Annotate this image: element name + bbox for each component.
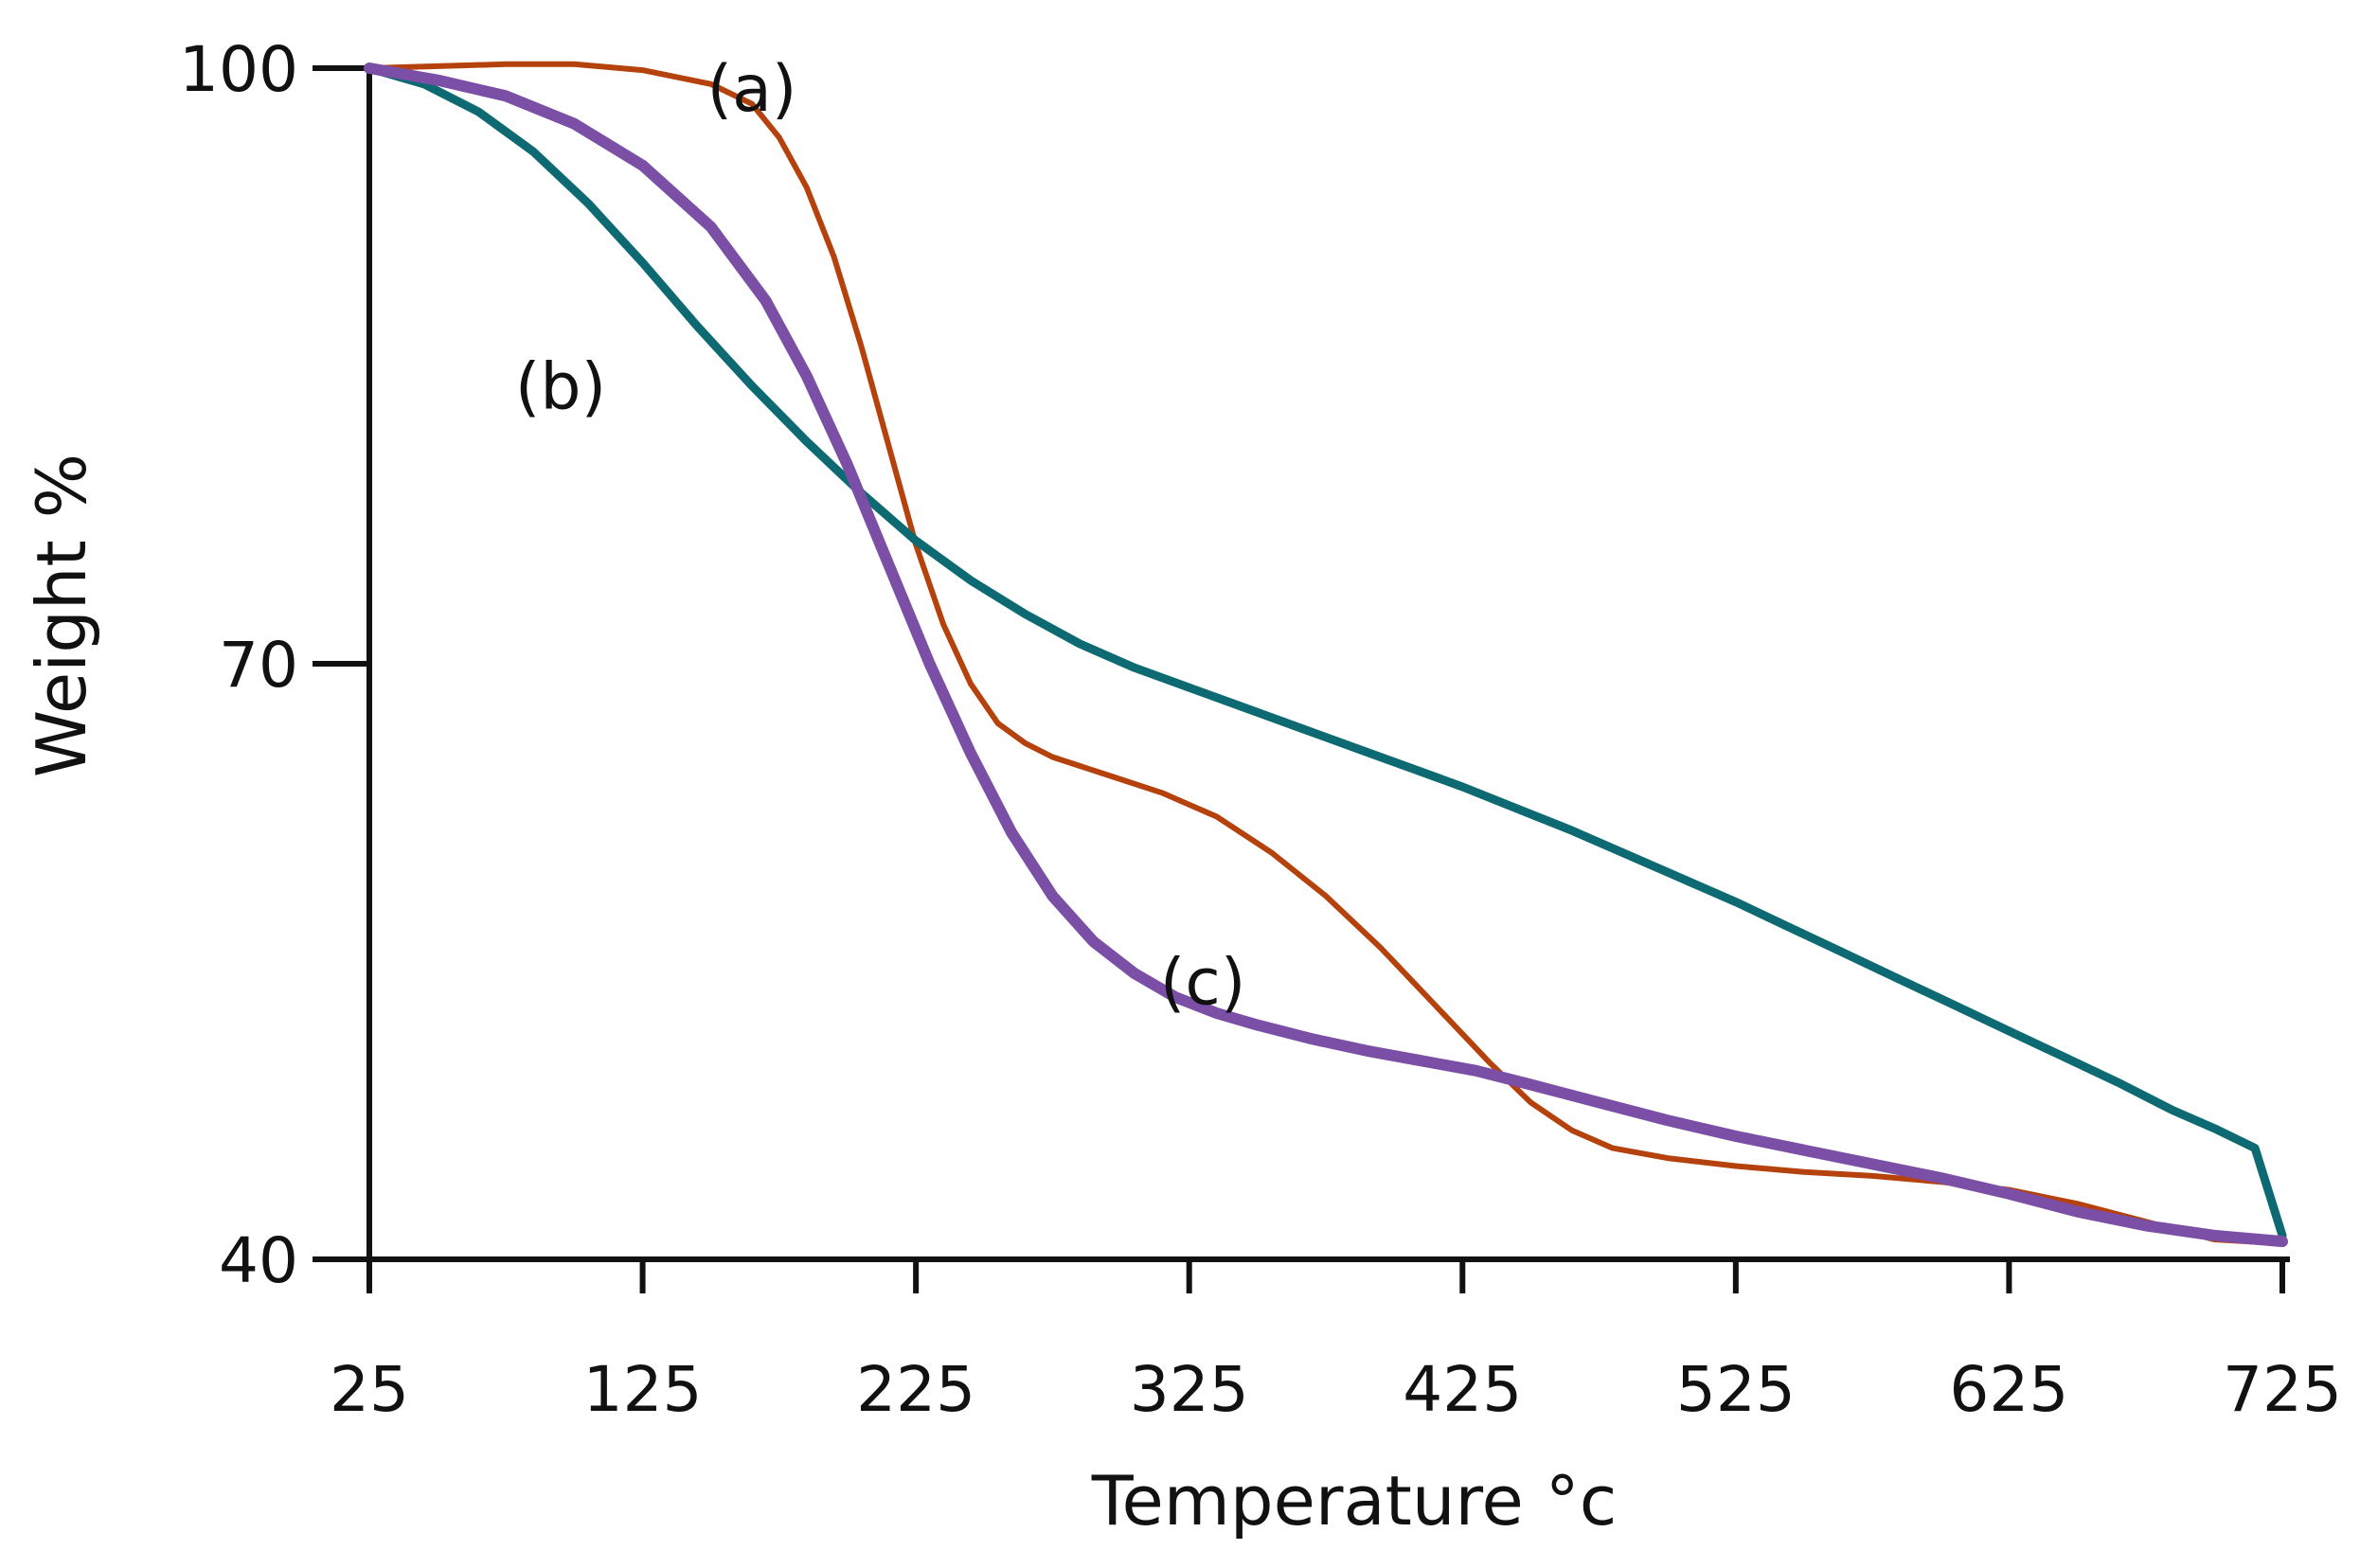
series-line-c <box>364 62 2288 1248</box>
y-tick-label-40: 40 <box>219 1224 298 1297</box>
x-tick-label-325: 325 <box>1130 1353 1249 1426</box>
series-label-b: (b) <box>515 349 606 424</box>
x-axis-title: Temperature °c <box>1091 1461 1618 1541</box>
x-tick-label-25: 25 <box>330 1353 409 1426</box>
x-tick-label-125: 125 <box>583 1353 703 1426</box>
axes: 40 70 100 25 125 225 325 425 525 625 725 <box>179 33 2342 1426</box>
y-tick-label-100: 100 <box>179 33 298 106</box>
x-tick-label-425: 425 <box>1403 1353 1522 1426</box>
series-label-a: (a) <box>707 52 797 127</box>
y-axis-title: Weight % <box>22 454 101 777</box>
y-tick-label-70: 70 <box>219 629 298 702</box>
series-layer <box>364 61 2288 1248</box>
series-line-a <box>367 61 2285 1247</box>
x-tick-label-525: 525 <box>1676 1353 1796 1426</box>
x-tick-label-725: 725 <box>2223 1353 2342 1426</box>
series-line-b <box>365 63 2287 1240</box>
labels-layer: (a) (b) (c) <box>515 52 1245 1021</box>
x-tick-label-625: 625 <box>1949 1353 2068 1426</box>
x-tick-label-225: 225 <box>856 1353 975 1426</box>
series-label-c: (c) <box>1160 945 1245 1020</box>
